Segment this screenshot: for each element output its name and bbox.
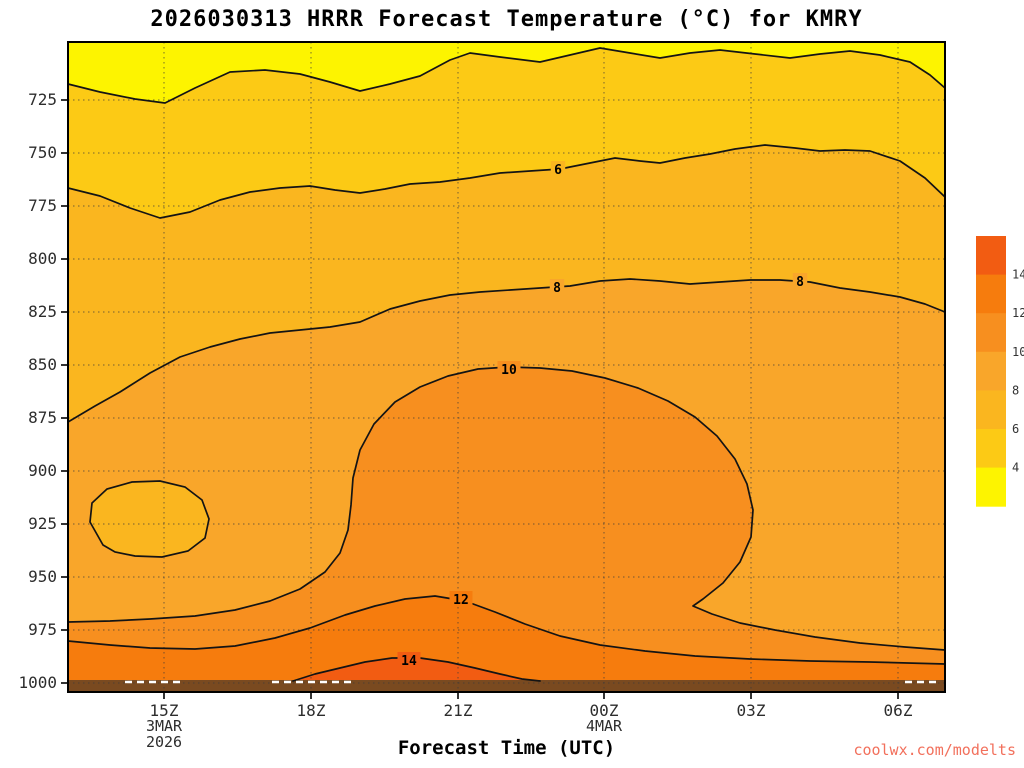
chart-title: 2026030313 HRRR Forecast Temperature (°C…: [150, 7, 863, 32]
contour-line-4c: [67, 47, 946, 104]
colorbar-label: 4: [1012, 461, 1019, 475]
contour-line-8c: [67, 278, 946, 423]
pressure-tick-label: 825: [28, 302, 57, 321]
contour-label: 6: [554, 163, 562, 178]
contour-label-gap: [549, 279, 565, 295]
cool-pocket-925hpa: [89, 480, 210, 558]
contour-label-gap: [792, 273, 808, 289]
pressure-tick-label: 725: [28, 90, 57, 109]
pressure-tick-label: 950: [28, 567, 57, 586]
contour-label: 8: [796, 275, 804, 290]
time-tick-label: 18Z: [297, 701, 326, 720]
colorbar-segment-c10: [976, 313, 1006, 353]
contour-label: 10: [501, 363, 517, 378]
colorbar-segment-c12: [976, 274, 1006, 314]
colorbar-label: 12: [1012, 306, 1024, 320]
time-tick-label: 03Z: [737, 701, 766, 720]
date-label: 4MAR: [586, 717, 623, 735]
contour-label: 8: [553, 281, 561, 296]
contour-label: 14: [401, 654, 417, 669]
time-tick-label: 00Z: [590, 701, 619, 720]
colorbar-segment-lt4: [976, 467, 1006, 507]
contour-label-gap: [497, 361, 521, 377]
contour-label-gap: [449, 591, 473, 607]
pressure-tick-label: 850: [28, 355, 57, 374]
x-axis-title: Forecast Time (UTC): [397, 737, 616, 759]
pressure-tick-label: 750: [28, 143, 57, 162]
colorbar-segment-c8: [976, 351, 1006, 391]
pressure-tick-label: 925: [28, 514, 57, 533]
pressure-tick-label: 800: [28, 249, 57, 268]
pressure-tick-label: 875: [28, 408, 57, 427]
watermark-text: coolwx.com/modelts: [853, 741, 1016, 759]
time-tick-label: 06Z: [884, 701, 913, 720]
plot-frame: [67, 41, 946, 693]
contour-label-gap: [397, 652, 421, 668]
time-tick-label: 15Z: [150, 701, 179, 720]
time-tick-label: 21Z: [444, 701, 473, 720]
colorbar-segment-c14: [976, 236, 1006, 276]
surface-ground-band: [68, 680, 945, 692]
date-label: 3MAR: [146, 717, 183, 735]
colorbar-label: 10: [1012, 345, 1024, 359]
colorbar-label: 8: [1012, 383, 1019, 397]
pressure-tick-label: 975: [28, 620, 57, 639]
colorbar-segment-c4: [976, 429, 1006, 469]
pressure-tick-label: 775: [28, 196, 57, 215]
band-12-14c: [68, 596, 945, 692]
contour-label: 12: [453, 593, 469, 608]
colorbar-label: 14: [1012, 268, 1024, 282]
contour-label-gap: [550, 161, 566, 177]
contour-line-6c: [67, 144, 946, 219]
colorbar-label: 6: [1012, 422, 1019, 436]
date-label: 2026: [146, 733, 182, 751]
pressure-tick-label: 900: [28, 461, 57, 480]
contour-line-10c: [67, 366, 946, 651]
pressure-tick-label: 1000: [18, 673, 57, 692]
colorbar-segment-c6: [976, 390, 1006, 430]
band-below-4c: [68, 42, 945, 103]
